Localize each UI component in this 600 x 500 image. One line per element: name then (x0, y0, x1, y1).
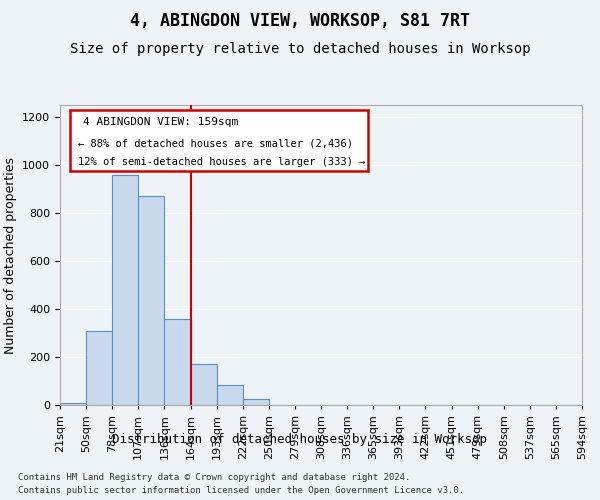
FancyBboxPatch shape (70, 110, 368, 171)
Text: Size of property relative to detached houses in Worksop: Size of property relative to detached ho… (70, 42, 530, 56)
Bar (243, 399, 269, 405)
Text: Distribution of detached houses by size in Worksop: Distribution of detached houses by size … (113, 432, 487, 446)
Bar (139, 196, 164, 405)
Bar (112, 174, 139, 405)
Text: ← 88% of detached houses are smaller (2,436): ← 88% of detached houses are smaller (2,… (78, 138, 353, 148)
Y-axis label: Number of detached properties: Number of detached properties (4, 156, 17, 354)
Bar (217, 384, 243, 405)
Text: 4 ABINGDON VIEW: 159sqm: 4 ABINGDON VIEW: 159sqm (83, 117, 239, 127)
Text: 4, ABINGDON VIEW, WORKSOP, S81 7RT: 4, ABINGDON VIEW, WORKSOP, S81 7RT (130, 12, 470, 30)
Text: 12% of semi-detached houses are larger (333) →: 12% of semi-detached houses are larger (… (78, 157, 366, 167)
Bar (60, 402, 86, 405)
Bar (164, 318, 191, 405)
Text: Contains public sector information licensed under the Open Government Licence v3: Contains public sector information licen… (18, 486, 464, 495)
Text: Contains HM Land Registry data © Crown copyright and database right 2024.: Contains HM Land Registry data © Crown c… (18, 472, 410, 482)
Bar (86, 330, 112, 405)
Bar (191, 364, 217, 405)
